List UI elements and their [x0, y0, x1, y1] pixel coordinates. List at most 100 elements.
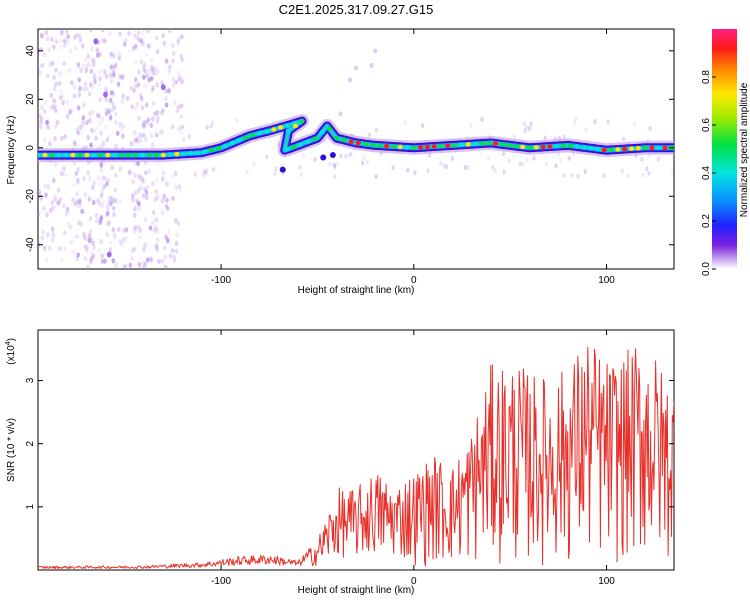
spectrogram-feature: [369, 62, 374, 68]
spectrogram-noise-speck: [121, 133, 125, 140]
spectrogram-ridge-blob: [77, 152, 83, 158]
spectrogram-noise-speck: [164, 58, 169, 64]
spectrogram-noise-speck: [176, 220, 181, 226]
spectrogram-noise-speck: [83, 235, 87, 241]
spectrogram-noise-speck: [147, 116, 151, 123]
spectrogram-noise-speck: [121, 132, 125, 138]
spectrogram-noise-speck: [142, 265, 146, 269]
spectrogram-ridge-blob: [424, 144, 431, 150]
spectrogram-noise-speck: [75, 168, 80, 174]
spectrogram-noise-speck: [98, 162, 103, 168]
spectrogram-noise-speck: [129, 141, 134, 147]
spectrogram-noise-speck: [336, 161, 340, 166]
spectrogram-ridge-blob: [554, 143, 560, 149]
spectrogram-ridge-blob: [38, 152, 41, 158]
spectrogram-ridge-blob: [194, 150, 200, 156]
spectrogram-noise-speck: [63, 171, 67, 178]
spectrogram-noise-speck: [645, 166, 649, 172]
spectrogram-noise-speck: [104, 97, 109, 103]
spectrogram-noise-speck: [172, 195, 177, 202]
spectrogram-noise-speck: [72, 249, 76, 255]
spectrogram-noise-speck: [124, 227, 129, 233]
spectrogram-noise-speck: [95, 52, 100, 58]
spectrogram-ridge-blob: [249, 132, 256, 138]
spectrogram-noise-speck: [99, 215, 104, 221]
spectrogram-ridge-blob: [445, 143, 451, 148]
spectrogram-noise-speck: [152, 227, 157, 234]
spectrogram-noise-speck: [51, 98, 56, 105]
spectrogram-noise-speck: [86, 53, 91, 60]
spectrogram-noise-speck: [98, 69, 102, 75]
spectrogram-noise-speck: [91, 184, 95, 191]
spectrogram-noise-speck: [584, 127, 588, 133]
spectrogram-noise-speck: [147, 168, 151, 174]
spectrogram-noise-speck: [442, 163, 446, 169]
spectrogram-noise-speck: [105, 74, 109, 80]
spectrogram-noise-speck: [647, 170, 651, 176]
spectrogram-noise-speck: [204, 170, 208, 175]
colorbar-tick-label: 0.0: [701, 262, 712, 276]
spectrogram-noise-speck: [39, 115, 44, 121]
spectrogram-ridge-blob: [635, 146, 641, 151]
spectrogram-noise-speck: [136, 224, 141, 231]
spectrogram-noise-speck: [135, 136, 140, 142]
spectrogram-noise-speck: [73, 34, 77, 40]
spectrogram-noise-speck: [105, 204, 110, 210]
spectrogram-noise-speck: [63, 246, 67, 252]
spectrogram-noise-speck: [118, 166, 123, 172]
spectrogram-xtick-label: -100: [211, 275, 231, 286]
spectrogram-noise-speck: [328, 161, 332, 167]
spectrogram-noise-speck: [130, 104, 134, 110]
spectrogram-noise-speck: [466, 165, 470, 171]
spectrogram-noise-speck: [59, 257, 64, 263]
spectrogram-noise-speck: [131, 197, 135, 203]
spectrogram-noise-speck: [583, 169, 587, 174]
spectrogram-noise-speck: [40, 63, 45, 69]
spectrogram-noise-speck: [562, 134, 566, 140]
spectrogram-noise-speck: [421, 123, 425, 128]
spectrogram-noise-speck: [501, 151, 506, 157]
spectrogram-noise-speck: [138, 137, 143, 144]
spectrogram-noise-speck: [154, 132, 159, 138]
spectrogram-noise-speck: [76, 130, 80, 136]
spectrogram-noise-speck: [172, 254, 177, 260]
spectrogram-ridge-blob: [601, 147, 607, 153]
spectrogram-noise-speck: [130, 255, 135, 261]
spectrogram-noise-speck: [574, 116, 578, 122]
spectrogram-noise-speck: [92, 75, 97, 81]
spectrogram-ridge-blob: [642, 145, 648, 150]
spectrogram-noise-speck: [85, 86, 89, 92]
spectrogram-noise-speck: [144, 136, 148, 143]
spectrogram-noise-speck: [570, 172, 574, 178]
spectrogram-noise-speck: [57, 80, 62, 87]
spectrogram-noise-speck: [171, 51, 176, 57]
spectrogram-noise-speck: [75, 32, 79, 38]
spectrogram-ridge-blob: [305, 139, 311, 144]
spectrogram-noise-speck: [139, 96, 144, 102]
spectrogram-noise-speck: [100, 253, 105, 259]
spectrogram-ridge-blob: [397, 144, 403, 150]
spectrogram-noise-speck: [111, 101, 115, 107]
spectrogram-noise-speck: [493, 168, 497, 174]
spectrogram-noise-speck: [117, 55, 122, 61]
spectrogram-noise-speck: [66, 221, 71, 227]
spectrogram-noise-speck: [99, 162, 104, 168]
spectrogram-noise-speck: [142, 193, 146, 199]
spectrogram-noise-speck: [98, 51, 102, 58]
spectrogram-noise-speck: [111, 227, 116, 233]
spectrogram-noise-speck: [98, 219, 103, 226]
spectrogram-noise-speck: [76, 179, 80, 186]
spectrogram-noise-speck: [84, 57, 88, 63]
spectrogram-noise-speck: [160, 80, 164, 86]
snr-multiplier-close: ): [6, 338, 17, 341]
spectrogram-noise-speck: [147, 69, 152, 75]
spectrogram-noise-speck: [143, 186, 147, 192]
spectrogram-noise-speck: [97, 247, 102, 254]
spectrogram-noise-speck: [144, 102, 149, 108]
spectrogram-noise-speck: [149, 256, 153, 262]
spectrogram-noise-speck: [75, 144, 80, 150]
spectrogram-noise-speck: [127, 169, 132, 175]
spectrogram-marks: [38, 29, 674, 269]
spectrogram-noise-speck: [413, 170, 417, 175]
spectrogram-noise-speck: [444, 164, 449, 170]
